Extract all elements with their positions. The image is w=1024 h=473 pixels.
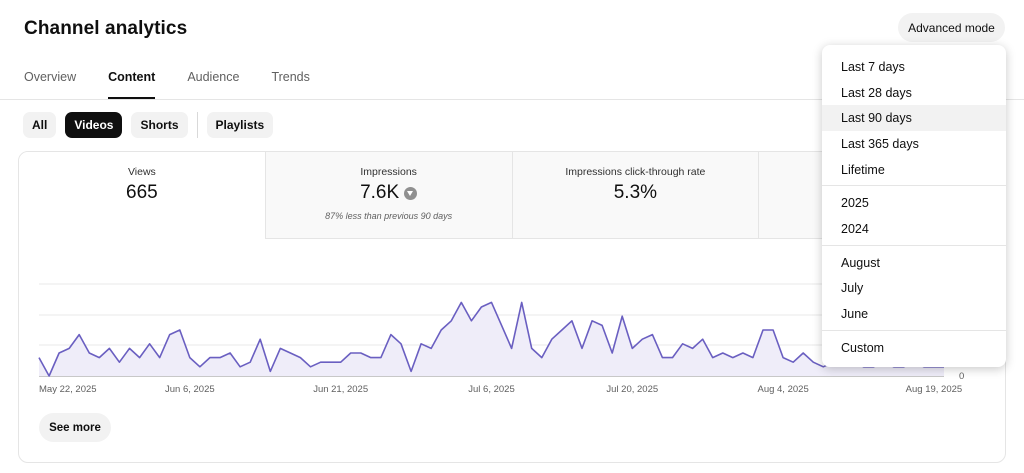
chart-area-fill — [39, 302, 944, 376]
chart-x-tick-label: Jul 6, 2025 — [468, 384, 514, 395]
dropdown-item-august[interactable]: August — [841, 255, 880, 270]
metric-label: Impressions click-through rate — [565, 166, 706, 178]
chart-x-tick-label: Aug 19, 2025 — [906, 384, 963, 395]
dropdown-item-june[interactable]: June — [841, 307, 869, 322]
dropdown-item-custom[interactable]: Custom — [841, 340, 885, 355]
tab-trends[interactable]: Trends — [271, 70, 310, 84]
chart-x-tick-label: Jun 6, 2025 — [165, 384, 215, 395]
dropdown-separator — [822, 185, 1006, 187]
chip-playlists[interactable]: Playlists — [206, 112, 274, 138]
tab-content[interactable]: Content — [108, 70, 156, 99]
metric-value-text: 5.3% — [613, 182, 658, 203]
chart-series-line — [38, 301, 944, 377]
metric-value: 5.3% — [513, 182, 759, 204]
metric-views[interactable]: Views 665 — [19, 152, 266, 239]
dropdown-item-2024[interactable]: 2024 — [841, 221, 869, 236]
tabs-divider — [0, 99, 1024, 100]
chart-x-tick-label: Jun 21, 2025 — [313, 384, 368, 395]
dropdown-item-2025[interactable]: 2025 — [841, 196, 869, 211]
metric-value: 7.6K — [266, 182, 512, 204]
metric-note: 87% less than previous 90 days — [325, 211, 453, 221]
date-range-dropdown: Last 7 days Last 28 days Last 90 days Last … — [822, 45, 1006, 367]
chip-separator — [196, 112, 198, 138]
dropdown-item-july[interactable]: July — [841, 281, 864, 296]
metric-value-text: 7.6K — [360, 182, 400, 203]
arrow-down-circle-icon — [404, 186, 418, 200]
dropdown-item-last-7-days[interactable]: Last 7 days — [841, 59, 905, 74]
dropdown-separator — [822, 244, 1006, 246]
metric-value: 665 — [19, 182, 265, 204]
dropdown-item-last-90-days[interactable]: Last 90 days — [822, 105, 1006, 132]
chip-shorts[interactable]: Shorts — [131, 112, 188, 138]
tab-overview[interactable]: Overview — [24, 70, 77, 84]
metric-value-text: 665 — [126, 182, 158, 203]
chart-x-tick-label: Jul 20, 2025 — [606, 384, 658, 395]
views-line-chart: May 22, 2025 Jun 6, 2025 Jun 21, 2025 Jul 6… — [38, 283, 964, 395]
advanced-mode-button[interactable]: Advanced mode — [898, 13, 1005, 42]
tab-bar: Overview Content Audience Trends — [24, 70, 342, 99]
chip-all[interactable]: All — [23, 112, 57, 138]
metric-ctr[interactable]: Impressions click-through rate 5.3% — [512, 152, 760, 239]
content-type-chips: All Videos Shorts Playlists — [23, 112, 282, 138]
metric-label: Views — [127, 166, 156, 178]
dropdown-item-last-28-days[interactable]: Last 28 days — [841, 85, 912, 100]
dropdown-separator — [822, 329, 1006, 331]
dropdown-item-lifetime[interactable]: Lifetime — [841, 162, 885, 177]
chart-x-tick-label: May 22, 2025 — [39, 384, 97, 395]
chart-y-tick-label: 0 — [959, 371, 964, 382]
metric-label: Impressions — [360, 166, 417, 178]
see-more-button[interactable]: See more — [39, 413, 111, 442]
chip-videos[interactable]: Videos — [65, 112, 123, 138]
dropdown-item-last-365-days[interactable]: Last 365 days — [841, 136, 919, 151]
chart-x-axis: May 22, 2025 Jun 6, 2025 Jun 21, 2025 Jul 6… — [39, 384, 962, 395]
tab-audience[interactable]: Audience — [187, 70, 240, 84]
chart-x-tick-label: Aug 4, 2025 — [757, 384, 808, 395]
page-title: Channel analytics — [24, 18, 188, 39]
metric-impressions[interactable]: Impressions 7.6K 87% less than previous … — [265, 152, 513, 239]
